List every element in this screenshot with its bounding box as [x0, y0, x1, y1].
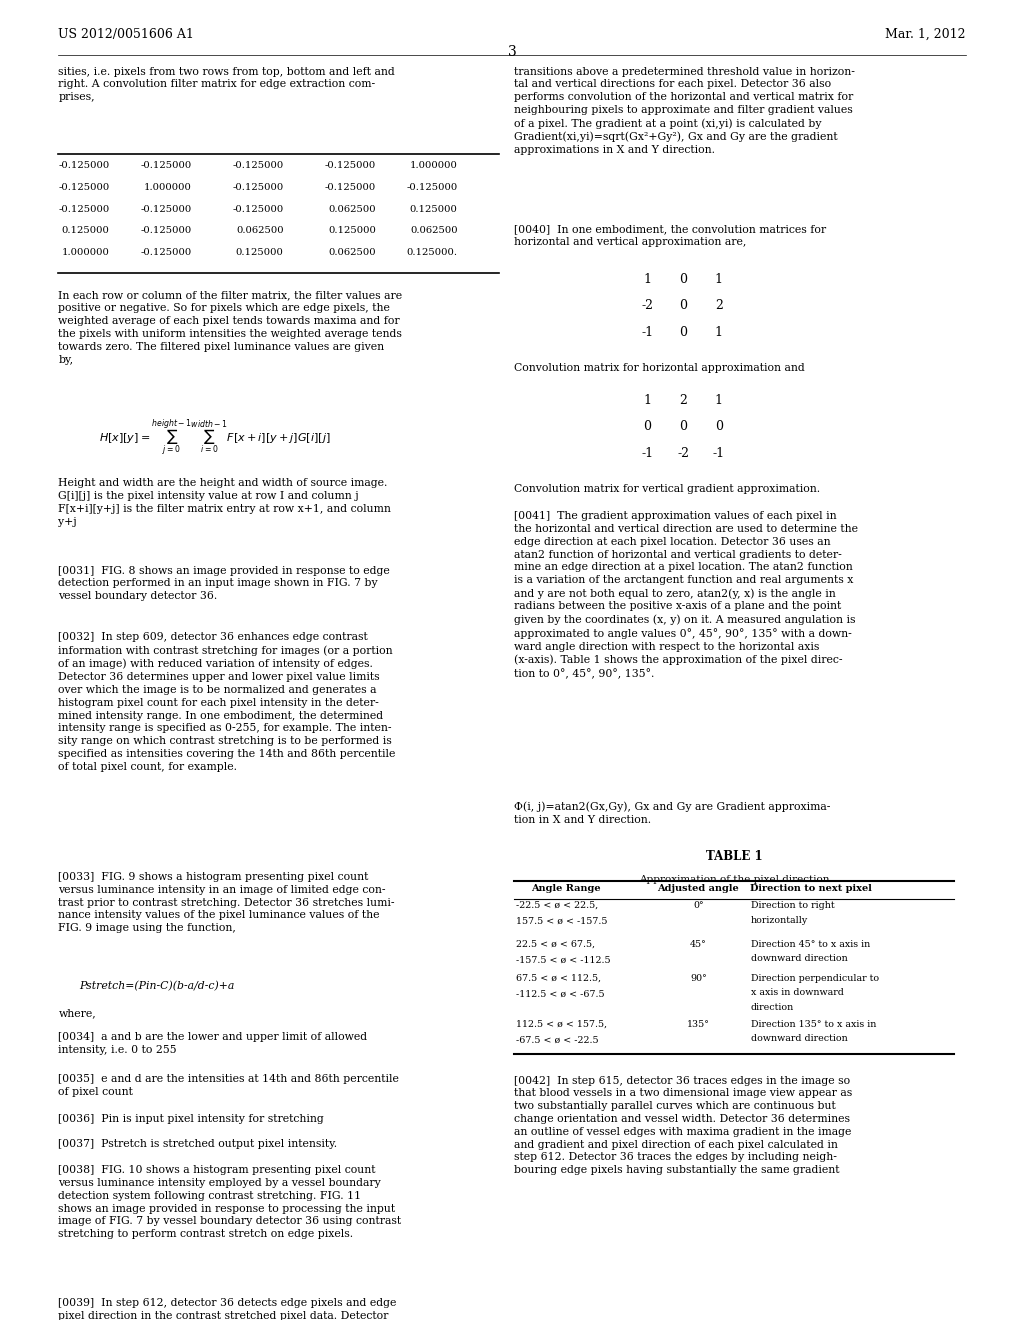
- Text: 1: 1: [643, 393, 651, 407]
- Text: 1.000000: 1.000000: [143, 183, 191, 191]
- Text: [0039]  In step 612, detector 36 detects edge pixels and edge
pixel direction in: [0039] In step 612, detector 36 detects …: [58, 1299, 396, 1320]
- Text: 0.062500: 0.062500: [328, 205, 376, 214]
- Text: Convolution matrix for vertical gradient approximation.: Convolution matrix for vertical gradient…: [514, 484, 820, 495]
- Text: $H[x][y]=\sum_{j=0}^{height-1}\sum_{i=0}^{width-1}F[x+i][y+j]G[i][j]$: $H[x][y]=\sum_{j=0}^{height-1}\sum_{i=0}…: [99, 418, 331, 459]
- Text: Φ(i, j)=atan2(Gx,Gy), Gx and Gy are Gradient approxima-
tion in X and Y directio: Φ(i, j)=atan2(Gx,Gy), Gx and Gy are Grad…: [514, 801, 830, 825]
- Text: [0034]  a and b are the lower and upper limit of allowed
intensity, i.e. 0 to 25: [0034] a and b are the lower and upper l…: [58, 1032, 368, 1055]
- Text: [0037]  Pstretch is stretched output pixel intensity.: [0037] Pstretch is stretched output pixe…: [58, 1139, 338, 1148]
- Text: 0: 0: [679, 300, 687, 312]
- Text: 1: 1: [643, 272, 651, 285]
- Text: 22.5 < ø < 67.5,: 22.5 < ø < 67.5,: [516, 940, 595, 949]
- Text: 90°: 90°: [690, 974, 707, 983]
- Text: -0.125000: -0.125000: [232, 161, 284, 170]
- Text: [0042]  In step 615, detector 36 traces edges in the image so
that blood vessels: [0042] In step 615, detector 36 traces e…: [514, 1076, 852, 1175]
- Text: -1: -1: [641, 447, 653, 459]
- Text: Direction to next pixel: Direction to next pixel: [750, 884, 872, 894]
- Text: -2: -2: [677, 447, 689, 459]
- Text: downward direction: downward direction: [751, 1035, 847, 1043]
- Text: horizontally: horizontally: [751, 916, 808, 925]
- Text: 0.125000: 0.125000: [410, 205, 458, 214]
- Text: 0: 0: [679, 326, 687, 339]
- Text: -1: -1: [713, 447, 725, 459]
- Text: 0.062500: 0.062500: [328, 248, 376, 257]
- Text: 0.062500: 0.062500: [236, 227, 284, 235]
- Text: sities, i.e. pixels from two rows from top, bottom and left and
right. A convolu: sities, i.e. pixels from two rows from t…: [58, 66, 395, 102]
- Text: x axis in downward: x axis in downward: [751, 989, 844, 998]
- Text: [0032]  In step 609, detector 36 enhances edge contrast
information with contras: [0032] In step 609, detector 36 enhances…: [58, 632, 395, 772]
- Text: 0.125000: 0.125000: [328, 227, 376, 235]
- Text: [0038]  FIG. 10 shows a histogram presenting pixel count
versus luminance intens: [0038] FIG. 10 shows a histogram present…: [58, 1166, 401, 1239]
- Text: -0.125000: -0.125000: [140, 227, 191, 235]
- Text: 0°: 0°: [693, 902, 703, 911]
- Text: 0.062500: 0.062500: [410, 227, 458, 235]
- Text: Direction 135° to x axis in: Direction 135° to x axis in: [751, 1020, 876, 1028]
- Text: Adjusted angle: Adjusted angle: [657, 884, 739, 894]
- Text: Convolution matrix for horizontal approximation and: Convolution matrix for horizontal approx…: [514, 363, 805, 374]
- Text: -157.5 < ø < -112.5: -157.5 < ø < -112.5: [516, 956, 610, 965]
- Text: 0.125000.: 0.125000.: [407, 248, 458, 257]
- Text: 3: 3: [508, 45, 516, 59]
- Text: [0040]  In one embodiment, the convolution matrices for
horizontal and vertical : [0040] In one embodiment, the convolutio…: [514, 224, 826, 247]
- Text: transitions above a predetermined threshold value in horizon-
tal and vertical d: transitions above a predetermined thresh…: [514, 66, 855, 154]
- Text: 1.000000: 1.000000: [61, 248, 110, 257]
- Text: Angle Range: Angle Range: [531, 884, 601, 894]
- Text: 45°: 45°: [690, 940, 707, 949]
- Text: 0: 0: [679, 420, 687, 433]
- Text: TABLE 1: TABLE 1: [706, 850, 763, 863]
- Text: [0033]  FIG. 9 shows a histogram presenting pixel count
versus luminance intensi: [0033] FIG. 9 shows a histogram presenti…: [58, 873, 395, 933]
- Text: where,: where,: [58, 1007, 96, 1018]
- Text: 1: 1: [715, 326, 723, 339]
- Text: 135°: 135°: [687, 1020, 710, 1028]
- Text: Direction 45° to x axis in: Direction 45° to x axis in: [751, 940, 869, 949]
- Text: 1: 1: [715, 393, 723, 407]
- Text: US 2012/0051606 A1: US 2012/0051606 A1: [58, 28, 195, 41]
- Text: 1: 1: [715, 272, 723, 285]
- Text: 2: 2: [715, 300, 723, 312]
- Text: -2: -2: [641, 300, 653, 312]
- Text: downward direction: downward direction: [751, 954, 847, 964]
- Text: 0.125000: 0.125000: [61, 227, 110, 235]
- Text: Direction perpendicular to: Direction perpendicular to: [751, 974, 879, 983]
- Text: In each row or column of the filter matrix, the filter values are
positive or ne: In each row or column of the filter matr…: [58, 290, 402, 364]
- Text: -0.125000: -0.125000: [325, 161, 376, 170]
- Text: -0.125000: -0.125000: [140, 248, 191, 257]
- Text: Direction to right: Direction to right: [751, 902, 835, 911]
- Text: [0031]  FIG. 8 shows an image provided in response to edge
detection performed i: [0031] FIG. 8 shows an image provided in…: [58, 566, 390, 601]
- Text: 2: 2: [679, 393, 687, 407]
- Text: 157.5 < ø < -157.5: 157.5 < ø < -157.5: [516, 917, 607, 925]
- Text: Pstretch=(Pin-C)(b-a/d-c)+a: Pstretch=(Pin-C)(b-a/d-c)+a: [79, 981, 234, 991]
- Text: -0.125000: -0.125000: [58, 183, 110, 191]
- Text: -0.125000: -0.125000: [407, 183, 458, 191]
- Text: -0.125000: -0.125000: [140, 205, 191, 214]
- Text: 0: 0: [715, 420, 723, 433]
- Text: -22.5 < ø < 22.5,: -22.5 < ø < 22.5,: [516, 902, 598, 911]
- Text: 0: 0: [679, 272, 687, 285]
- Text: [0041]  The gradient approximation values of each pixel in
the horizontal and ve: [0041] The gradient approximation values…: [514, 511, 858, 678]
- Text: -0.125000: -0.125000: [232, 205, 284, 214]
- Text: -67.5 < ø < -22.5: -67.5 < ø < -22.5: [516, 1036, 599, 1044]
- Text: -0.125000: -0.125000: [140, 161, 191, 170]
- Text: direction: direction: [751, 1003, 794, 1012]
- Text: Approximation of the pixel direction: Approximation of the pixel direction: [639, 875, 829, 883]
- Text: Mar. 1, 2012: Mar. 1, 2012: [885, 28, 966, 41]
- Text: 67.5 < ø < 112.5,: 67.5 < ø < 112.5,: [516, 974, 601, 983]
- Text: 0: 0: [643, 420, 651, 433]
- Text: [0035]  e and d are the intensities at 14th and 86th percentile
of pixel count: [0035] e and d are the intensities at 14…: [58, 1074, 399, 1097]
- Text: -1: -1: [641, 326, 653, 339]
- Text: -0.125000: -0.125000: [325, 183, 376, 191]
- Text: 112.5 < ø < 157.5,: 112.5 < ø < 157.5,: [516, 1020, 607, 1028]
- Text: 0.125000: 0.125000: [236, 248, 284, 257]
- Text: -0.125000: -0.125000: [58, 161, 110, 170]
- Text: 1.000000: 1.000000: [410, 161, 458, 170]
- Text: [0036]  Pin is input pixel intensity for stretching: [0036] Pin is input pixel intensity for …: [58, 1114, 325, 1125]
- Text: -0.125000: -0.125000: [232, 183, 284, 191]
- Text: -112.5 < ø < -67.5: -112.5 < ø < -67.5: [516, 990, 605, 998]
- Text: Height and width are the height and width of source image.
G[i][j] is the pixel : Height and width are the height and widt…: [58, 478, 391, 527]
- Text: -0.125000: -0.125000: [58, 205, 110, 214]
